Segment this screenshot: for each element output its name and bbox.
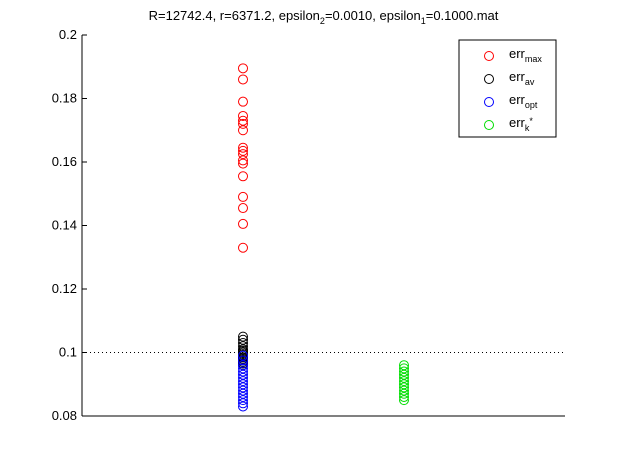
- data-point-errav: [238, 341, 248, 352]
- legend-label: errk*: [509, 115, 533, 133]
- y-tick-label: 0.2: [59, 27, 77, 42]
- y-tick-label: 0.16: [52, 154, 77, 169]
- data-point-errk: [399, 388, 409, 399]
- data-point-errav: [238, 331, 248, 342]
- y-tick-label: 0.1: [59, 345, 77, 360]
- data-point-erropt: [238, 363, 248, 374]
- y-tick-label: 0.14: [52, 218, 77, 233]
- data-point-errk: [399, 372, 409, 383]
- data-point-errmax: [238, 218, 248, 229]
- legend-label: erropt: [509, 92, 538, 110]
- data-point-erropt: [238, 350, 248, 361]
- data-point-errmax: [238, 142, 248, 153]
- data-point-errav: [238, 334, 248, 345]
- data-point-erropt: [238, 372, 248, 383]
- data-point-errmax: [238, 115, 248, 126]
- data-point-errmax: [238, 171, 248, 182]
- data-point-errmax: [238, 74, 248, 85]
- data-point-erropt: [238, 369, 248, 380]
- data-point-erropt: [238, 391, 248, 402]
- data-point-errmax: [238, 125, 248, 136]
- data-point-errk: [399, 360, 409, 371]
- data-point-errmax: [238, 96, 248, 107]
- legend-marker: [484, 51, 494, 61]
- data-point-errk: [399, 376, 409, 387]
- legend-label: errmax: [509, 46, 542, 64]
- data-point-erropt: [238, 355, 248, 366]
- y-tick-label: 0.08: [52, 408, 77, 423]
- data-point-errmax: [238, 155, 248, 166]
- data-point-errav: [238, 337, 248, 348]
- data-point-erropt: [238, 382, 248, 393]
- data-point-errk: [399, 379, 409, 390]
- data-point-errmax: [238, 191, 248, 202]
- data-point-erropt: [238, 376, 248, 387]
- data-point-errmax: [238, 63, 248, 74]
- legend-box: [458, 39, 557, 138]
- legend-label: errav: [509, 69, 535, 87]
- data-point-erropt: [238, 366, 248, 377]
- data-point-errmax: [238, 145, 248, 156]
- data-point-erropt: [238, 395, 248, 406]
- chart-title: R=12742.4, r=6371.2, epsilon2=0.0010, ep…: [149, 8, 499, 26]
- data-point-erropt: [238, 360, 248, 371]
- data-point-erropt: [238, 379, 248, 390]
- y-tick-label: 0.12: [52, 281, 77, 296]
- data-point-errmax: [238, 203, 248, 214]
- data-point-errk: [399, 382, 409, 393]
- legend-marker: [484, 120, 494, 130]
- data-point-erropt: [238, 398, 248, 409]
- data-point-errmax: [238, 118, 248, 129]
- legend-marker: [484, 74, 494, 84]
- data-point-errmax: [238, 242, 248, 253]
- data-point-errk: [399, 385, 409, 396]
- legend-marker: [484, 97, 494, 107]
- data-point-errk: [399, 395, 409, 406]
- data-point-errk: [399, 363, 409, 374]
- data-point-errk: [399, 366, 409, 377]
- data-point-erropt: [238, 385, 248, 396]
- data-point-errmax: [238, 158, 248, 169]
- data-point-errk: [399, 391, 409, 402]
- data-point-errmax: [238, 110, 248, 121]
- data-point-errk: [399, 369, 409, 380]
- data-point-erropt: [238, 388, 248, 399]
- y-tick-label: 0.18: [52, 91, 77, 106]
- data-point-errmax: [238, 149, 248, 160]
- data-point-erropt: [238, 401, 248, 412]
